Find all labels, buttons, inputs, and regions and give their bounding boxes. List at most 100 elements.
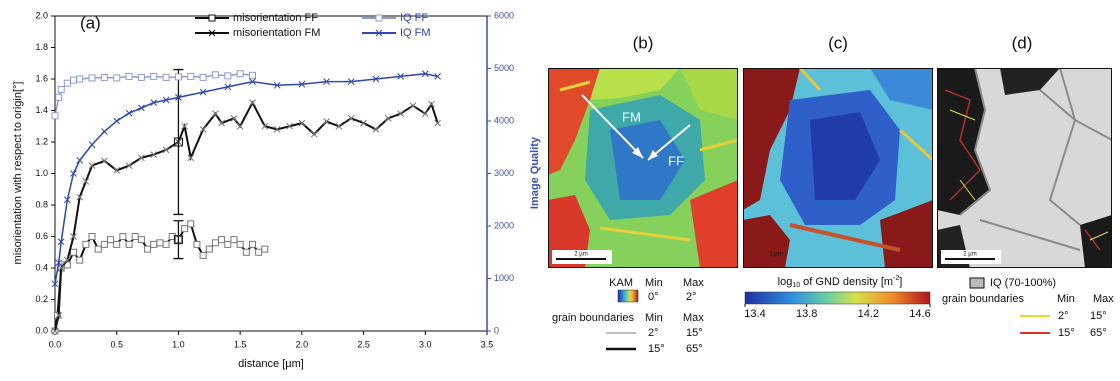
legend-max: 15° bbox=[1090, 310, 1107, 322]
marker bbox=[211, 239, 219, 247]
y-tick-label: 1.8 bbox=[35, 42, 48, 52]
series-line bbox=[54, 72, 253, 116]
arrow-label: FM bbox=[622, 109, 641, 124]
marker bbox=[70, 233, 77, 240]
marker bbox=[397, 73, 404, 80]
colorbar-tick-label: 14.6 bbox=[909, 308, 930, 320]
marker bbox=[51, 327, 59, 335]
colorbar-tick-label: 14.2 bbox=[858, 308, 879, 320]
marker bbox=[76, 157, 84, 164]
marker bbox=[174, 73, 182, 81]
marker bbox=[208, 14, 216, 22]
marker bbox=[248, 240, 256, 248]
marker bbox=[150, 99, 158, 106]
marker bbox=[372, 75, 380, 83]
error-bar bbox=[173, 220, 184, 260]
marker bbox=[421, 70, 429, 78]
marker bbox=[298, 80, 306, 88]
marker bbox=[242, 248, 250, 256]
iq-swatch bbox=[969, 277, 985, 289]
marker bbox=[125, 109, 133, 117]
y2-tick-label: 3000 bbox=[494, 168, 514, 178]
colorbar-tick-label: 13.4 bbox=[744, 308, 765, 320]
marker bbox=[360, 119, 367, 127]
marker bbox=[298, 119, 306, 127]
marker bbox=[162, 96, 170, 104]
marker bbox=[101, 128, 108, 135]
y-tick-label: 0.8 bbox=[35, 199, 48, 209]
x-tick-label: 1.5 bbox=[234, 339, 247, 349]
legend-title: KAM bbox=[609, 277, 633, 289]
colorbar-title-part: -2 bbox=[893, 275, 899, 282]
legend-title: IQ (70-100%) bbox=[990, 277, 1056, 289]
colorbar-tick-label: 13.8 bbox=[796, 308, 817, 320]
x-axis-label: distance [µm] bbox=[238, 358, 304, 370]
marker bbox=[310, 130, 318, 138]
marker bbox=[150, 151, 158, 158]
marker bbox=[76, 256, 84, 264]
marker bbox=[76, 193, 84, 201]
legend-min: 15° bbox=[1058, 327, 1075, 339]
legend-label: IQ FF bbox=[400, 12, 428, 24]
panel-label: (c) bbox=[828, 33, 848, 52]
colorbar-title-part: ] bbox=[899, 276, 902, 288]
marker bbox=[323, 118, 330, 125]
gnd-map bbox=[743, 68, 933, 268]
x-tick-label: 0.5 bbox=[110, 339, 123, 349]
marker bbox=[434, 119, 441, 127]
colorbar-title-part: log bbox=[778, 276, 793, 288]
gnd-colorbar bbox=[744, 291, 931, 305]
legend-max: 2° bbox=[686, 291, 697, 303]
y2-tick-label: 4000 bbox=[494, 115, 514, 125]
marker bbox=[255, 248, 263, 256]
scale-bar-label: 2 µm bbox=[769, 252, 782, 258]
legend-header: Max bbox=[683, 312, 704, 324]
legend-title: grain boundaries bbox=[552, 312, 634, 324]
panel-label: (a) bbox=[80, 13, 101, 32]
marker bbox=[397, 110, 404, 118]
marker bbox=[428, 100, 435, 108]
marker bbox=[125, 162, 133, 169]
legend-header: Max bbox=[683, 277, 704, 289]
marker bbox=[335, 122, 343, 130]
marker bbox=[261, 122, 269, 130]
y-axis-label: misorientation with respect to origin[°] bbox=[12, 82, 24, 265]
legend-max: 65° bbox=[1090, 327, 1107, 339]
marker bbox=[236, 122, 244, 130]
marker bbox=[347, 78, 355, 85]
marker bbox=[230, 236, 238, 244]
marker bbox=[187, 220, 195, 228]
marker bbox=[372, 126, 380, 133]
marker bbox=[51, 280, 59, 288]
marker bbox=[162, 146, 170, 154]
marker bbox=[137, 236, 145, 244]
marker bbox=[63, 79, 71, 87]
y2-tick-label: 1000 bbox=[494, 273, 514, 283]
marker bbox=[323, 78, 330, 85]
marker bbox=[88, 74, 96, 82]
marker bbox=[113, 166, 121, 174]
legend-title: grain boundaries bbox=[942, 293, 1024, 305]
marker bbox=[249, 99, 256, 106]
marker bbox=[273, 81, 281, 89]
y-tick-label: 1.4 bbox=[35, 105, 48, 115]
marker bbox=[94, 245, 102, 253]
scale-bar-label: 2 µm bbox=[574, 252, 587, 258]
marker bbox=[384, 115, 392, 122]
marker bbox=[199, 73, 207, 81]
marker bbox=[55, 311, 63, 319]
marker bbox=[137, 73, 145, 81]
y2-tick-label: 0 bbox=[494, 325, 499, 335]
arrow-label: FF bbox=[668, 153, 684, 168]
marker bbox=[70, 248, 78, 256]
marker bbox=[218, 236, 226, 244]
marker bbox=[162, 73, 170, 81]
colorbar-title-part: 10 bbox=[792, 282, 800, 289]
legend-header: Min bbox=[645, 277, 663, 289]
marker bbox=[205, 245, 213, 253]
legend-header: Max bbox=[1093, 293, 1114, 305]
x-tick-label: 3.5 bbox=[481, 339, 494, 349]
marker bbox=[236, 70, 244, 78]
legend-min: 15° bbox=[648, 343, 665, 355]
y-tick-label: 1.6 bbox=[35, 73, 48, 83]
